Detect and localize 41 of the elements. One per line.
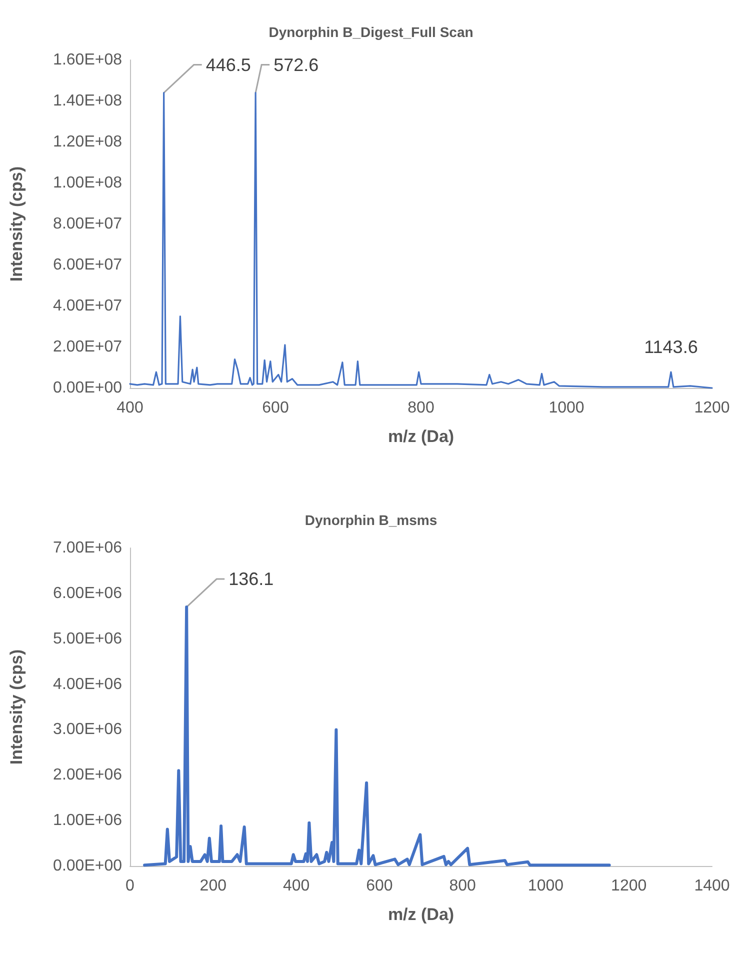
y-tick-label: 1.40E+08 (53, 92, 122, 110)
annotation: 1143.6 (644, 337, 698, 358)
x-tick-label: 1000 (548, 400, 584, 416)
y-tick-label: 0.00E+00 (53, 858, 122, 874)
x-axis-title: m/z (Da) (388, 427, 454, 446)
x-tick-label: 600 (366, 878, 393, 894)
y-tick-label: 0.00E+00 (53, 380, 122, 396)
x-tick-label: 1000 (528, 878, 564, 894)
y-tick-label: 1.60E+08 (53, 52, 122, 68)
x-tick-label: 600 (262, 400, 289, 416)
x-tick-label: 400 (116, 400, 144, 416)
line-series (143, 606, 611, 867)
y-tick-label: 4.00E+06 (53, 676, 122, 693)
x-tick-label: 1200 (611, 878, 647, 894)
x-tick-label: 200 (200, 878, 227, 894)
x-tick-label: 400 (282, 878, 310, 894)
x-tick-label: 1200 (694, 400, 730, 416)
x-tick-label: 800 (408, 400, 434, 416)
y-tick-label: 3.00E+06 (53, 721, 122, 738)
y-axis-title: Intensity (cps) (7, 166, 26, 282)
chart-title: Dynorphin B_Digest_Full Scan (268, 24, 474, 40)
y-tick-label: 1.00E+06 (53, 812, 122, 830)
y-tick-label: 1.00E+08 (53, 174, 122, 192)
y-axis-title: Intensity (cps) (7, 649, 26, 765)
x-axis-title: m/z (Da) (388, 905, 454, 924)
y-tick-label: 2.00E+07 (53, 338, 122, 356)
chart-title: Dynorphin B_msms (304, 512, 438, 528)
y-tick-label: 6.00E+06 (53, 584, 122, 602)
y-tick-label: 5.00E+06 (53, 630, 122, 648)
y-tick-label: 8.00E+07 (53, 216, 122, 232)
annotation: 136.1 (228, 569, 274, 590)
x-tick-label: 800 (449, 878, 476, 894)
y-tick-label: 1.20E+08 (53, 134, 122, 150)
y-tick-label: 7.00E+06 (53, 540, 122, 556)
x-tick-label: 1400 (694, 878, 730, 894)
y-tick-label: 4.00E+07 (53, 298, 122, 314)
y-tick-label: 6.00E+07 (53, 256, 122, 274)
annotation: 572.6 (274, 54, 319, 75)
annotation: 446.5 (206, 54, 251, 75)
x-tick-label: 0 (126, 878, 135, 894)
y-tick-label: 2.00E+06 (53, 766, 122, 784)
